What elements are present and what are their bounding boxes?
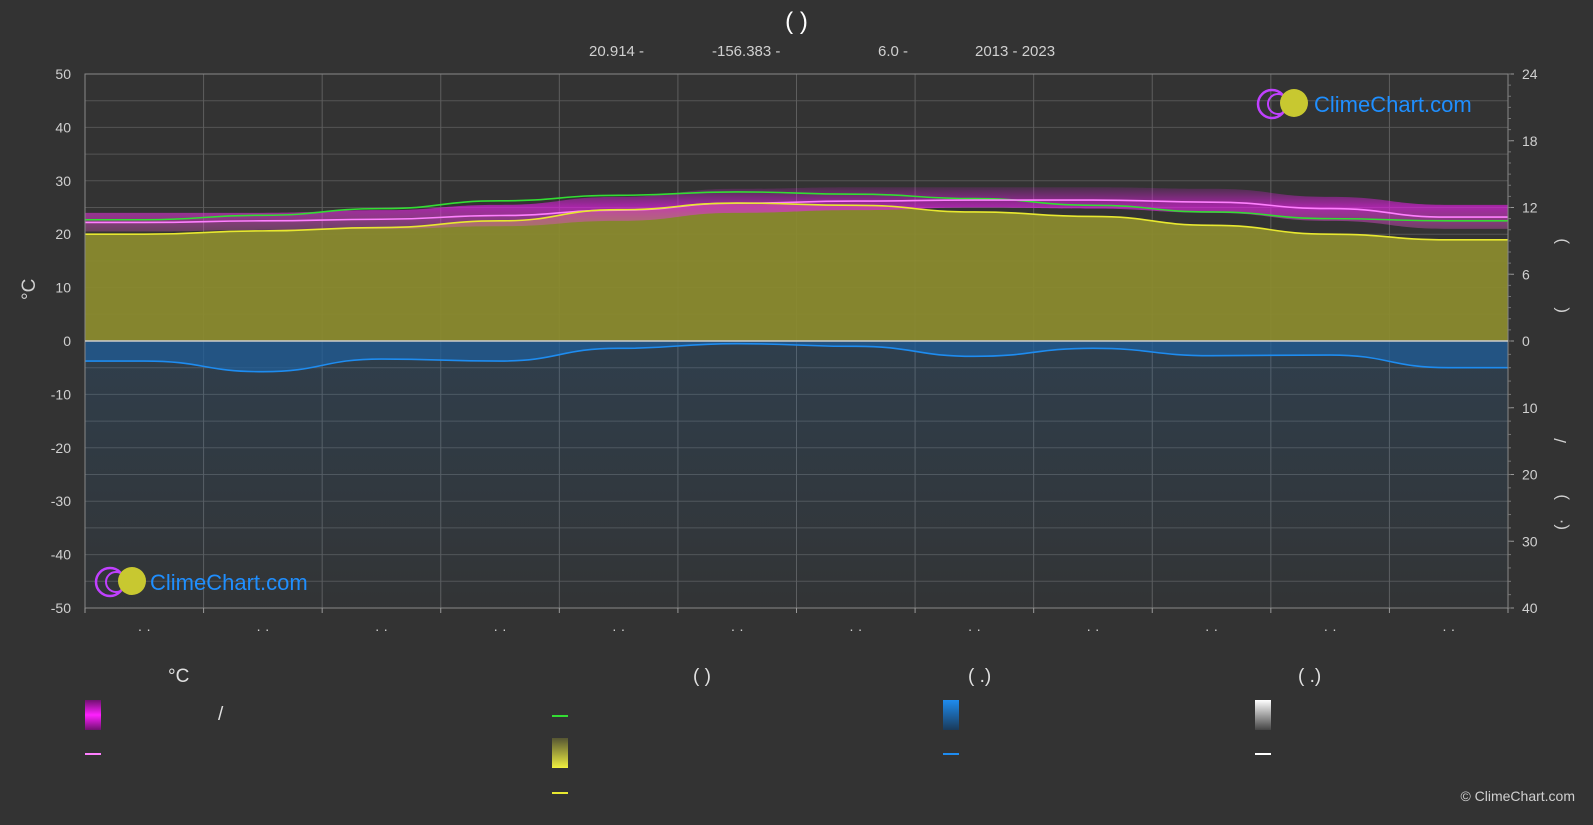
- left-tick-label: -40: [51, 547, 71, 563]
- sunshine-line: [85, 202, 1508, 241]
- legend-header-rain: ( .): [968, 666, 992, 687]
- legend-swatch-rain: [943, 700, 959, 730]
- right-tick-label-mm: 20: [1522, 467, 1538, 483]
- left-tick-label: -10: [51, 386, 71, 402]
- logo-top: ClimeChart.com: [1256, 88, 1472, 120]
- chart-fills: [85, 187, 1508, 608]
- left-tick-label: 10: [55, 280, 71, 296]
- latitude-value: 20.914 -: [589, 43, 645, 60]
- month-label: · ·: [968, 621, 981, 637]
- axes: -50 -40 -30 -20 -10 0 10 20 30 40 50 0 6 12 18 24 10 20 30…: [51, 66, 1538, 637]
- right-tick-label-hours: 0: [1522, 333, 1530, 349]
- month-label: · ·: [375, 621, 388, 637]
- month-label: · ·: [256, 621, 269, 637]
- logo-text-bottom: ClimeChart.com: [150, 570, 308, 595]
- left-tick-label: -50: [51, 600, 71, 616]
- month-label: · ·: [1205, 621, 1218, 637]
- legend-header-snow: ( .): [1298, 666, 1322, 687]
- right-axis-label-4: ): [1551, 494, 1570, 500]
- temperature-range-band: [85, 187, 1508, 232]
- left-tick-label: 40: [55, 119, 71, 135]
- legend-header-temp: °C: [168, 666, 190, 687]
- left-tick-label: 30: [55, 173, 71, 189]
- copyright: © ClimeChart.com: [1460, 788, 1575, 804]
- month-label: · ·: [1324, 621, 1337, 637]
- right-tick-label-mm: 10: [1522, 400, 1538, 416]
- chart-title: ( ): [785, 8, 808, 35]
- legend-swatch-sunshine: [552, 738, 568, 768]
- legend-header-sun: ( ): [693, 666, 711, 687]
- rain-line: [85, 342, 1508, 373]
- month-label: · ·: [731, 621, 744, 637]
- right-axis-label-2: (: [1551, 307, 1570, 313]
- right-tick-label-hours: 24: [1522, 66, 1538, 82]
- right-tick-label-hours: 12: [1522, 200, 1538, 216]
- left-axis-unit: °C: [19, 279, 40, 300]
- year-range: 2013 - 2023: [975, 43, 1056, 60]
- left-tick-label: 0: [63, 333, 71, 349]
- logo-bottom: ClimeChart.com: [94, 566, 308, 598]
- legend-item-range: /: [218, 704, 224, 725]
- month-label: · ·: [493, 621, 506, 637]
- right-tick-label-hours: 18: [1522, 133, 1538, 149]
- legend-swatch-range: [85, 700, 101, 730]
- sunshine-area: [85, 203, 1508, 341]
- right-axis-label-5: (·: [1551, 519, 1570, 530]
- left-tick-label: -20: [51, 440, 71, 456]
- month-label: · ·: [849, 621, 862, 637]
- left-tick-label: 50: [55, 66, 71, 82]
- month-label: · ·: [1442, 621, 1455, 637]
- right-axis-label-3: /: [1551, 438, 1570, 443]
- month-label: · ·: [612, 621, 625, 637]
- right-axis-label-1: ): [1551, 238, 1570, 244]
- avg-temp-line: [85, 199, 1508, 224]
- month-label: · ·: [138, 621, 151, 637]
- daylight-line: [85, 191, 1508, 222]
- month-label: · ·: [1086, 621, 1099, 637]
- right-tick-label-hours: 6: [1522, 266, 1530, 282]
- logo-text-top: ClimeChart.com: [1314, 92, 1472, 117]
- rain-texture: [85, 341, 1508, 608]
- left-tick-label: -30: [51, 493, 71, 509]
- elevation-value: 6.0 -: [878, 43, 909, 60]
- right-tick-label-mm: 40: [1522, 600, 1538, 616]
- legend-swatch-snow: [1255, 700, 1271, 730]
- right-tick-label-mm: 30: [1522, 533, 1538, 549]
- left-tick-label: 20: [55, 226, 71, 242]
- longitude-value: -156.383 -: [712, 43, 781, 60]
- chart-lines: [85, 191, 1508, 373]
